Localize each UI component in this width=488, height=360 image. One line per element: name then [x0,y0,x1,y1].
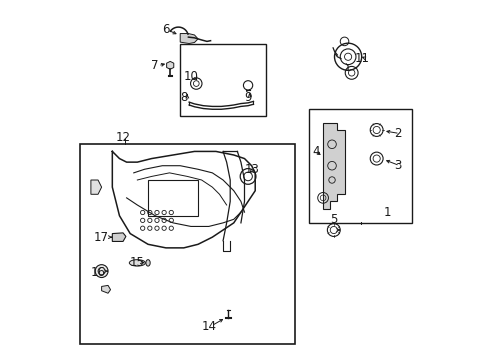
Text: 17: 17 [94,231,109,244]
Text: 14: 14 [201,320,216,333]
Ellipse shape [129,260,145,266]
Polygon shape [91,180,102,194]
Bar [180,44,265,116]
Text: 7: 7 [151,59,159,72]
Polygon shape [180,33,198,44]
Text: 12: 12 [115,131,130,144]
Text: 2: 2 [393,127,401,140]
Text: 9: 9 [244,91,251,104]
Bar [308,109,411,223]
Text: 11: 11 [354,52,369,65]
Text: 1: 1 [383,206,390,219]
Text: 10: 10 [183,70,198,83]
Polygon shape [102,285,110,293]
Text: 16: 16 [90,266,105,279]
Polygon shape [323,123,344,208]
Polygon shape [166,62,173,69]
Text: 15: 15 [130,256,144,269]
Text: 3: 3 [394,159,401,172]
Text: 6: 6 [162,23,169,36]
Text: 13: 13 [244,163,259,176]
Text: 8: 8 [180,91,187,104]
Text: 4: 4 [311,145,319,158]
Bar [148,180,198,216]
Circle shape [95,265,108,278]
Bar [80,144,294,344]
Polygon shape [112,233,125,242]
Text: 5: 5 [329,213,337,226]
Ellipse shape [145,260,150,266]
